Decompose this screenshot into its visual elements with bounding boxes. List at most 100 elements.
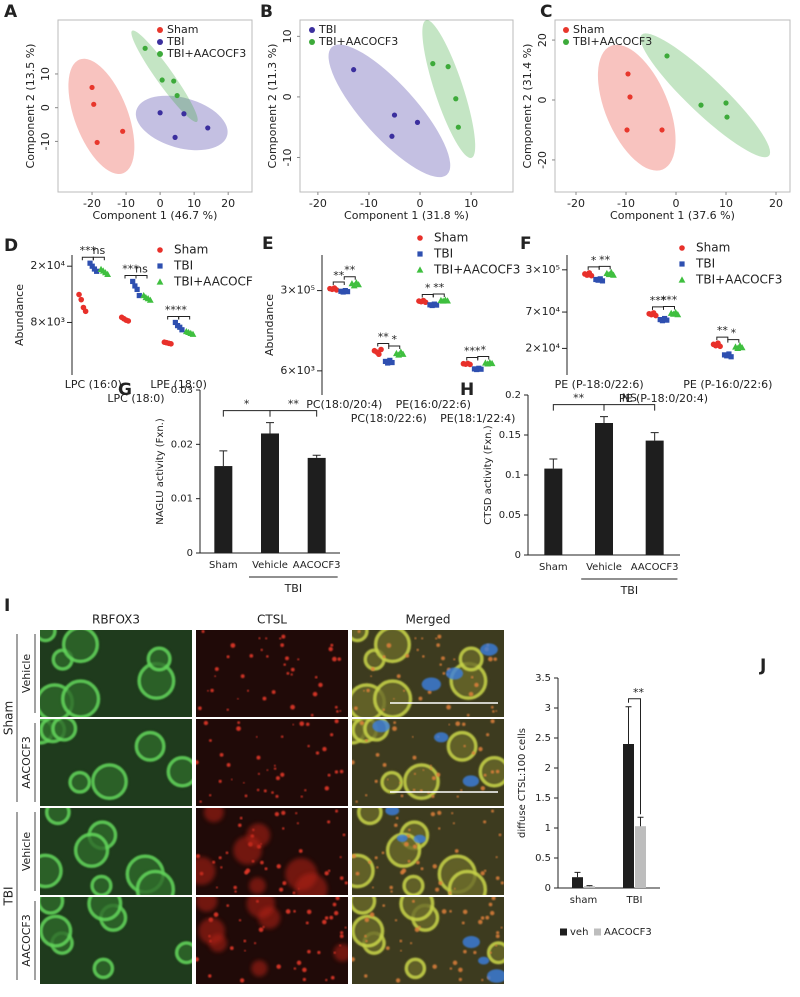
puncta	[364, 974, 368, 978]
cell-ring	[174, 941, 192, 965]
legend-marker	[679, 245, 685, 251]
puncta	[293, 909, 296, 913]
cell-ring	[166, 756, 192, 788]
cell-body	[75, 834, 108, 867]
x-axis-title: Component 1 (31.8 %)	[344, 209, 469, 222]
point	[125, 318, 132, 324]
puncta	[334, 770, 339, 774]
error-bar	[219, 450, 228, 467]
significance-bracket	[477, 356, 490, 360]
cell-body	[40, 855, 61, 887]
legend-marker	[157, 51, 163, 57]
puncta	[354, 706, 358, 711]
point	[664, 53, 670, 59]
puncta	[430, 811, 436, 817]
y-tick-label: 7×10⁴	[525, 305, 560, 318]
puncta	[473, 950, 477, 955]
cell-ring	[91, 763, 128, 801]
x-tick-label: PE (P-18:0/20:4)	[619, 392, 708, 405]
cell-ring	[458, 646, 484, 672]
puncta	[363, 689, 365, 692]
puncta	[386, 778, 389, 781]
significance-label: **	[633, 686, 645, 699]
puncta	[461, 921, 465, 925]
puncta	[280, 735, 284, 738]
puncta	[478, 919, 483, 925]
cell-stain	[233, 836, 262, 865]
puncta	[310, 713, 314, 717]
puncta	[490, 719, 495, 724]
puncta	[335, 897, 340, 901]
x-tick-label: 0	[417, 197, 424, 210]
panel-letter: I	[4, 596, 10, 616]
significance-bracket	[92, 256, 105, 261]
group-label: TBI	[2, 886, 16, 906]
x-tick-label: PE (P-18:0/22:6)	[555, 378, 644, 391]
y-axis-title: diffuse CTSL:100 cells	[517, 728, 528, 838]
significance-label: **	[344, 264, 356, 277]
cell-ring	[134, 730, 166, 762]
point	[76, 291, 82, 298]
y-axis-title: Component 2 (13.5 %)	[24, 44, 37, 169]
cell-ring	[51, 719, 78, 742]
y-tick-label: 3×10⁵	[525, 263, 560, 276]
legend-label: TBI	[166, 35, 185, 48]
puncta	[455, 721, 461, 727]
significance-label: ***	[464, 344, 481, 357]
puncta	[485, 915, 490, 920]
confidence-ellipse	[68, 58, 135, 174]
point	[94, 139, 100, 146]
nucleus	[480, 643, 498, 656]
cell-body	[139, 663, 174, 699]
puncta	[395, 978, 401, 983]
puncta	[307, 744, 310, 748]
cell-body	[40, 897, 63, 913]
legend-marker	[157, 247, 163, 253]
puncta	[225, 851, 229, 855]
point	[174, 92, 180, 99]
legend-label: Sham	[573, 23, 604, 36]
puncta	[369, 912, 375, 917]
cell-ring	[352, 853, 375, 889]
puncta	[462, 909, 468, 915]
legend-swatch	[594, 928, 601, 936]
significance-bracket	[124, 274, 137, 279]
point	[728, 354, 734, 360]
puncta	[328, 646, 333, 652]
puncta	[271, 690, 276, 694]
cell-body	[406, 959, 425, 978]
x-tick-label: -10	[117, 197, 135, 210]
puncta	[404, 841, 409, 847]
x-tick-label: LPC (16:0)	[65, 378, 122, 391]
cell-body	[449, 871, 486, 895]
puncta	[357, 630, 361, 634]
panel-letter: F	[520, 234, 532, 254]
point	[399, 350, 407, 357]
puncta	[427, 690, 432, 694]
puncta	[446, 704, 451, 710]
puncta	[262, 696, 267, 701]
puncta	[230, 643, 236, 648]
legend-label: TBI	[318, 23, 337, 36]
significance-bracket	[81, 256, 94, 261]
y-tick-label: 0	[536, 97, 549, 104]
bar	[645, 440, 664, 555]
x-tick-label: Sham	[539, 562, 568, 573]
puncta	[280, 643, 285, 648]
puncta	[214, 667, 219, 672]
puncta	[458, 977, 462, 982]
puncta	[420, 867, 424, 871]
cell-body	[62, 681, 99, 717]
significance-label: **	[573, 392, 585, 405]
significance-label: *	[731, 327, 737, 340]
puncta	[488, 656, 493, 662]
point	[168, 341, 174, 347]
puncta	[452, 960, 458, 966]
point	[588, 272, 595, 279]
y-tick-label: 10	[39, 67, 52, 81]
point	[599, 278, 606, 284]
x-tick-label: 0	[157, 197, 164, 210]
puncta	[414, 927, 420, 933]
point	[627, 94, 633, 100]
puncta	[334, 719, 339, 724]
